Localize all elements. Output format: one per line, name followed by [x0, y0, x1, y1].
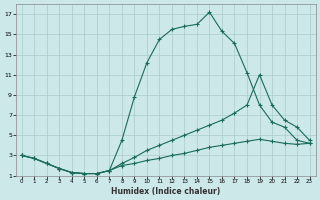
X-axis label: Humidex (Indice chaleur): Humidex (Indice chaleur) — [111, 187, 220, 196]
